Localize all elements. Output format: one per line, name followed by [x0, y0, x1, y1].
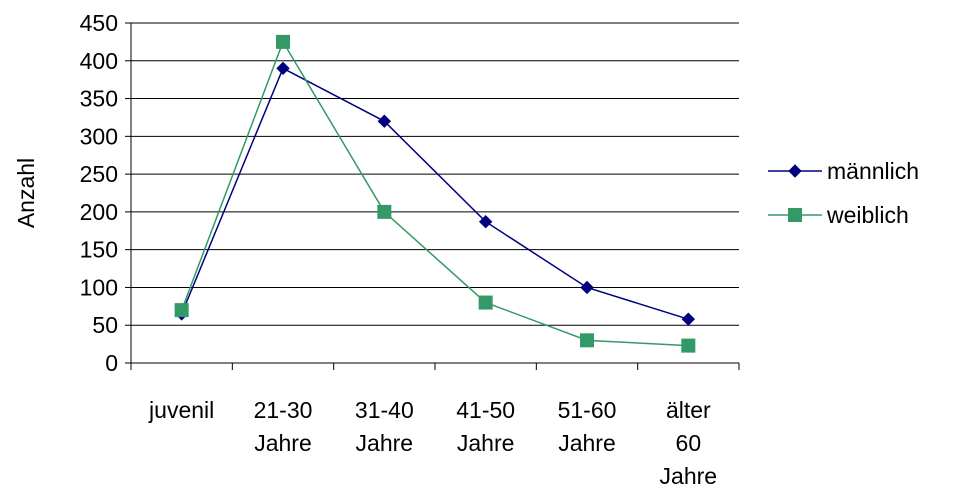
- x-tick-label-line: Jahre: [660, 463, 718, 489]
- axes: [131, 23, 739, 363]
- diamond-marker: [581, 281, 593, 293]
- x-tick-label: 41-50 Jahre: [456, 397, 515, 456]
- y-tick-label: 0: [105, 350, 118, 376]
- x-tick-label-line: 31-40: [355, 397, 414, 423]
- square-marker: [277, 35, 290, 48]
- gridlines: [131, 23, 739, 325]
- x-tick-label-line: juvenil: [148, 397, 214, 423]
- y-tick-label: 400: [80, 48, 118, 74]
- y-tick-label: 300: [80, 123, 118, 149]
- square-marker: [175, 304, 188, 317]
- y-axis-title: Anzahl: [13, 158, 39, 228]
- legend-label: weiblich: [826, 202, 909, 228]
- y-tick-label: 450: [80, 10, 118, 36]
- legend-item-männlich: männlich: [768, 158, 919, 184]
- legend-item-weiblich: weiblich: [768, 202, 909, 228]
- y-tick-label: 150: [80, 237, 118, 263]
- y-tick-label: 50: [92, 312, 118, 338]
- series-group: [175, 35, 695, 352]
- x-tick-label-line: Jahre: [457, 430, 515, 456]
- series-männlich: [176, 62, 695, 325]
- series-line: [182, 42, 689, 346]
- x-tick-label-line: Jahre: [558, 430, 616, 456]
- x-tick-label-line: 41-50: [456, 397, 515, 423]
- series-line: [182, 68, 689, 319]
- y-tick-label: 200: [80, 199, 118, 225]
- x-tick-label-line: 21-30: [254, 397, 313, 423]
- square-marker: [479, 296, 492, 309]
- diamond-marker: [277, 62, 289, 74]
- legend-label: männlich: [827, 158, 919, 184]
- legend-square-icon: [789, 209, 802, 222]
- legend: männlich weiblich: [768, 158, 919, 228]
- square-marker: [378, 205, 391, 218]
- square-marker: [581, 334, 594, 347]
- x-tick-label: 51-60 Jahre: [558, 397, 617, 456]
- y-tick-label: 350: [80, 86, 118, 112]
- x-tick-label-line: älter: [666, 397, 711, 423]
- legend-diamond-icon: [789, 165, 801, 177]
- x-tick-label-line: Jahre: [254, 430, 312, 456]
- x-tick-label: älter 60 Jahre: [660, 397, 718, 489]
- x-tick-label-line: Jahre: [356, 430, 414, 456]
- x-tick-label: juvenil: [148, 397, 214, 423]
- series-weiblich: [175, 35, 695, 352]
- y-axis-ticks: 0 50 100 150 200 250 300 350 400 450: [80, 10, 131, 376]
- x-tick-label-line: 60: [676, 430, 702, 456]
- square-marker: [682, 339, 695, 352]
- y-tick-label: 250: [80, 161, 118, 187]
- diamond-marker: [682, 313, 694, 325]
- x-tick-label: 21-30 Jahre: [254, 397, 313, 456]
- y-tick-label: 100: [80, 274, 118, 300]
- x-tick-label-line: 51-60: [558, 397, 617, 423]
- x-tick-label: 31-40 Jahre: [355, 397, 414, 456]
